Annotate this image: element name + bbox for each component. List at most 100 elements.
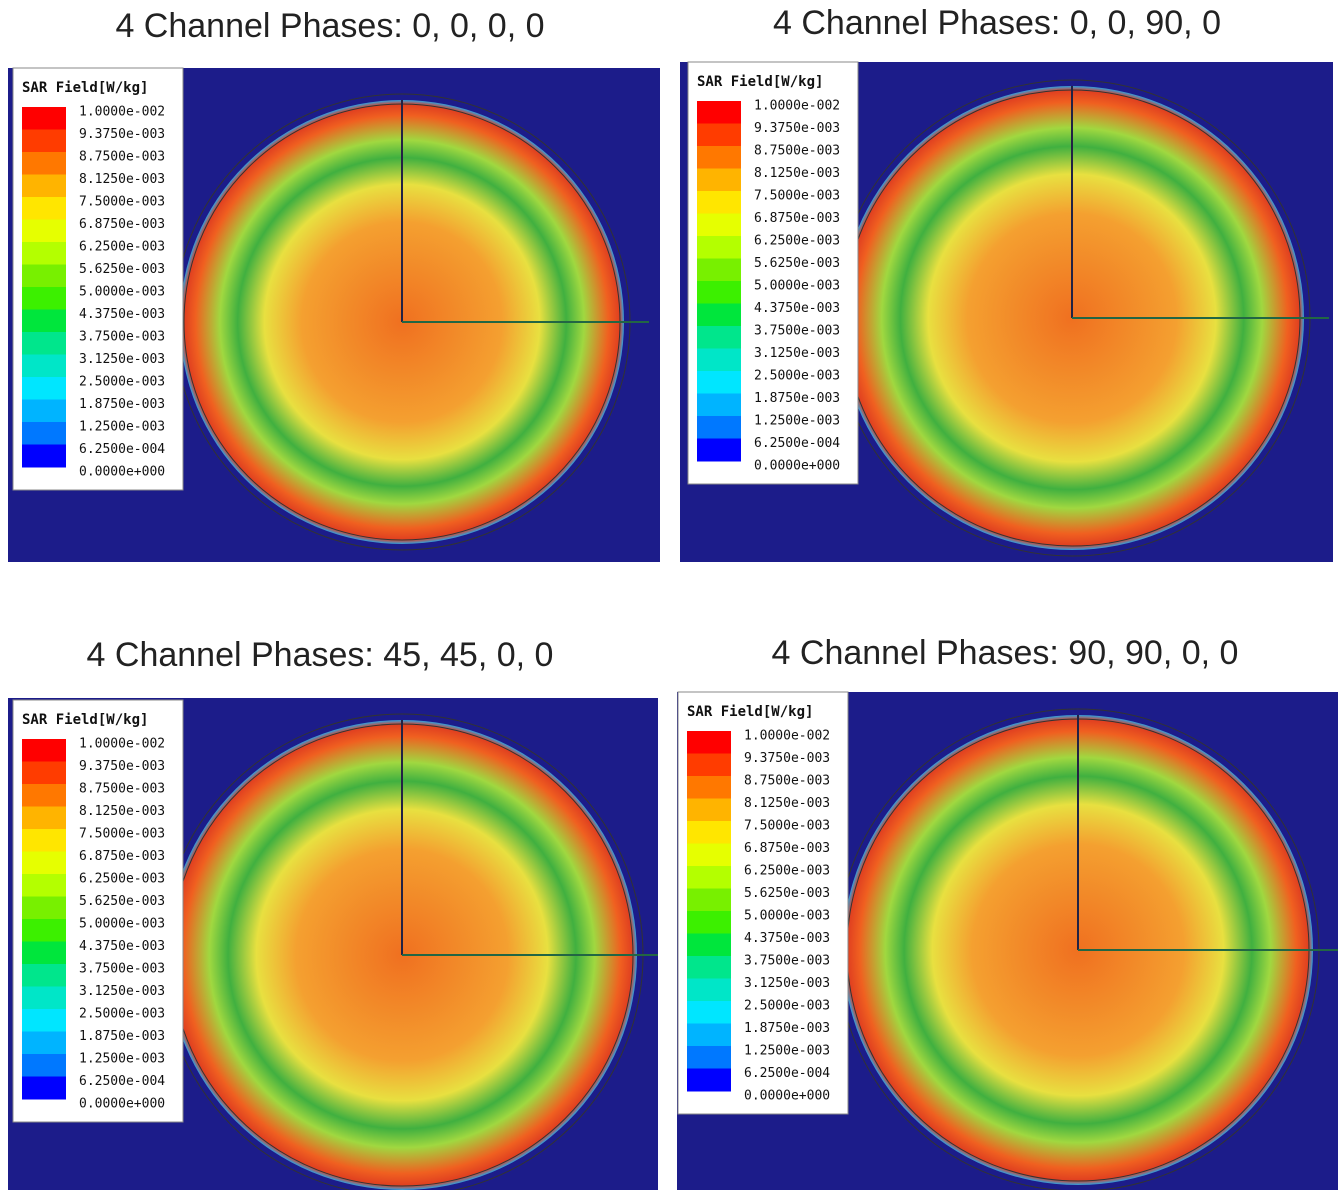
colorbar-swatch — [22, 784, 66, 807]
colorbar-swatch — [22, 197, 66, 220]
legend-label: 4.3750e-003 — [79, 939, 165, 954]
colorbar-swatch — [22, 874, 66, 897]
colorbar-swatch — [697, 124, 741, 147]
colorbar-swatch — [22, 897, 66, 920]
legend-label: 6.8750e-003 — [744, 841, 830, 856]
panel-title: 4 Channel Phases: 90, 90, 0, 0 — [772, 634, 1239, 672]
legend-label: 6.2500e-004 — [79, 442, 165, 457]
colorbar-swatch — [22, 829, 66, 852]
colorbar-swatch — [22, 265, 66, 288]
colorbar-swatch — [687, 776, 731, 799]
legend-label: 6.2500e-003 — [754, 234, 840, 249]
colorbar-swatch — [22, 310, 66, 333]
legend-title: SAR Field[W/kg] — [697, 74, 823, 90]
colorbar-swatch — [697, 304, 741, 327]
colorbar-swatch — [697, 394, 741, 417]
colorbar-swatch — [697, 281, 741, 304]
legend-label: 5.6250e-003 — [754, 256, 840, 271]
legend-label: 9.3750e-003 — [79, 759, 165, 774]
legend-label: 3.1250e-003 — [754, 346, 840, 361]
legend-label: 8.7500e-003 — [744, 774, 830, 789]
panel-title: 4 Channel Phases: 0, 0, 90, 0 — [773, 4, 1221, 42]
panel: 4 Channel Phases: 45, 45, 0, 0 SAR Field[… — [8, 636, 662, 1190]
colorbar-swatch — [697, 259, 741, 282]
legend-label: 1.0000e-002 — [79, 737, 165, 752]
legend-label: 5.0000e-003 — [79, 285, 165, 300]
colorbar-swatch — [687, 979, 731, 1002]
legend-label: 1.0000e-002 — [79, 105, 165, 120]
colorbar-swatch — [697, 101, 741, 124]
colorbar-swatch — [687, 821, 731, 844]
legend-label: 8.1250e-003 — [79, 172, 165, 187]
legend-label: 1.8750e-003 — [79, 397, 165, 412]
colorbar-swatch — [22, 1054, 66, 1077]
legend-label: 5.6250e-003 — [744, 886, 830, 901]
colorbar-swatch — [22, 355, 66, 378]
page: 4 Channel Phases: 0, 0, 0, 0 SAR Field[W/… — [0, 0, 1341, 1190]
legend-label: 7.5000e-003 — [79, 827, 165, 842]
panel-title: 4 Channel Phases: 0, 0, 0, 0 — [115, 7, 544, 45]
legend-label: 6.8750e-003 — [79, 849, 165, 864]
legend-title: SAR Field[W/kg] — [22, 712, 148, 728]
legend-label: 6.2500e-004 — [744, 1066, 830, 1081]
legend-label: 2.5000e-003 — [754, 369, 840, 384]
colorbar-swatch — [22, 130, 66, 153]
legend-label: 0.0000e+000 — [754, 459, 840, 474]
legend-label: 2.5000e-003 — [79, 1007, 165, 1022]
legend-label: 9.3750e-003 — [754, 121, 840, 136]
legend-label: 8.7500e-003 — [754, 144, 840, 159]
colorbar-swatch — [22, 987, 66, 1010]
legend-label: 8.1250e-003 — [79, 804, 165, 819]
colorbar-swatch — [22, 852, 66, 875]
colorbar-swatch — [687, 911, 731, 934]
colorbar-swatch — [697, 169, 741, 192]
colorbar-swatch — [687, 754, 731, 777]
legend-label: 9.3750e-003 — [744, 751, 830, 766]
legend-label: 1.8750e-003 — [744, 1021, 830, 1036]
colorbar-swatch — [22, 175, 66, 198]
colorbar-swatch — [687, 1069, 731, 1092]
colorbar-swatch — [22, 377, 66, 400]
legend-label: 7.5000e-003 — [79, 195, 165, 210]
colorbar-swatch — [22, 1009, 66, 1032]
colorbar-swatch — [22, 220, 66, 243]
panel-title: 4 Channel Phases: 45, 45, 0, 0 — [87, 636, 554, 674]
legend-label: 7.5000e-003 — [744, 819, 830, 834]
colorbar-swatch — [22, 762, 66, 785]
legend-label: 6.8750e-003 — [754, 211, 840, 226]
colorbar-swatch — [697, 371, 741, 394]
colorbar-swatch — [687, 1001, 731, 1024]
legend-label: 8.1250e-003 — [744, 796, 830, 811]
colorbar-swatch — [697, 349, 741, 372]
legend-title: SAR Field[W/kg] — [22, 80, 148, 96]
legend-label: 1.8750e-003 — [79, 1029, 165, 1044]
colorbar-swatch — [687, 934, 731, 957]
colorbar-swatch — [697, 236, 741, 259]
legend-label: 2.5000e-003 — [79, 375, 165, 390]
colorbar-swatch — [22, 107, 66, 130]
legend-label: 3.1250e-003 — [79, 352, 165, 367]
colorbar-swatch — [687, 844, 731, 867]
colorbar-swatch — [22, 807, 66, 830]
legend-label: 3.7500e-003 — [79, 330, 165, 345]
legend-label: 9.3750e-003 — [79, 127, 165, 142]
legend-label: 6.2500e-003 — [79, 872, 165, 887]
legend-label: 3.7500e-003 — [79, 962, 165, 977]
legend-label: 1.2500e-003 — [79, 420, 165, 435]
legend-label: 1.0000e-002 — [754, 99, 840, 114]
legend-label: 5.0000e-003 — [754, 279, 840, 294]
legend-label: 3.1250e-003 — [744, 976, 830, 991]
colorbar-swatch — [697, 439, 741, 462]
legend-label: 1.0000e-002 — [744, 729, 830, 744]
legend-label: 4.3750e-003 — [79, 307, 165, 322]
legend-label: 5.6250e-003 — [79, 894, 165, 909]
legend-label: 8.7500e-003 — [79, 782, 165, 797]
legend-label: 3.1250e-003 — [79, 984, 165, 999]
panel: 4 Channel Phases: 0, 0, 0, 0 SAR Field[W/… — [8, 7, 660, 562]
panel: 4 Channel Phases: 0, 0, 90, 0 SAR Field[W… — [680, 4, 1333, 562]
legend-label: 1.2500e-003 — [744, 1044, 830, 1059]
legend-label: 6.8750e-003 — [79, 217, 165, 232]
legend-label: 6.2500e-003 — [744, 864, 830, 879]
legend-label: 8.7500e-003 — [79, 150, 165, 165]
